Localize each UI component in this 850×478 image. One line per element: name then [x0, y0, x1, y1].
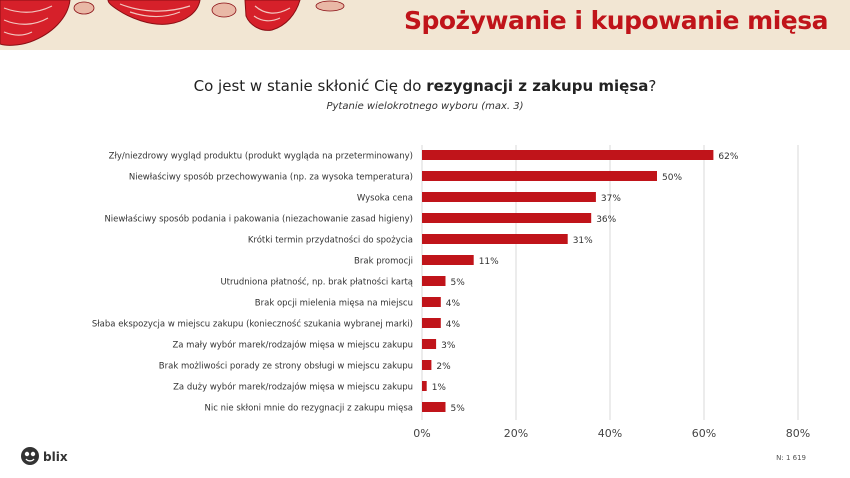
grid-layer — [421, 145, 799, 420]
bar — [422, 192, 596, 202]
bar — [422, 213, 592, 223]
category-label: Niewłaściwy sposób podania i pakowania (… — [104, 214, 413, 225]
logo-text: blix — [43, 450, 68, 464]
category-label: Brak promocji — [354, 257, 413, 267]
bar — [422, 255, 474, 265]
category-label: Za duży wybór marek/rodzajów mięsa w mie… — [173, 382, 413, 393]
category-label: Brak opcji mielenia mięsa na miejscu — [255, 299, 413, 309]
category-label: Słaba ekspozycja w miejscu zakupu (konie… — [92, 319, 413, 330]
bar-value-label: 2% — [436, 362, 451, 372]
bar — [422, 402, 446, 412]
x-tick-label: 20% — [504, 427, 528, 440]
category-label: Krótki termin przydatności do spożycia — [248, 235, 413, 246]
bar — [422, 276, 446, 286]
question-suffix: ? — [648, 77, 657, 95]
bar-value-label: 62% — [718, 152, 738, 162]
bar — [422, 339, 437, 349]
meat-illustration-image — [0, 0, 345, 46]
x-tick-label: 60% — [692, 427, 716, 440]
header-banner: Spożywanie i kupowanie mięsa — [0, 0, 850, 50]
sample-size-note: N: 1 619 — [776, 454, 806, 462]
bar-value-label: 36% — [596, 215, 616, 225]
bar-value-label: 31% — [573, 236, 593, 246]
bar-value-label: 11% — [479, 257, 499, 267]
bar-layer — [422, 150, 714, 412]
bar — [422, 360, 432, 370]
bar-value-label: 3% — [441, 341, 456, 351]
category-label: Zły/niezdrowy wygląd produktu (produkt w… — [109, 152, 413, 162]
x-tick-label: 40% — [598, 427, 622, 440]
bar — [422, 297, 441, 307]
category-label-layer: Zły/niezdrowy wygląd produktu (produkt w… — [92, 152, 413, 414]
category-label: Nic nie skłoni mnie do rezygnacji z zaku… — [205, 404, 413, 414]
bar-value-label: 37% — [601, 194, 621, 204]
value-label-layer: 62% 50% 37% 36% 31% 11% 5% 4% 4% 3% 2% 1% 5% — [432, 152, 739, 414]
question-emphasis: rezygnacji z zakupu mięsa — [426, 77, 649, 95]
x-tick-label: 80% — [786, 427, 810, 440]
page-title: Spożywanie i kupowanie mięsa — [403, 6, 829, 35]
bar — [422, 381, 427, 391]
category-label: Wysoka cena — [357, 194, 413, 204]
category-label: Za mały wybór marek/rodzajów mięsa w mie… — [172, 340, 413, 351]
chart-subtitle: Pytanie wielokrotnego wyboru (max. 3) — [326, 101, 524, 112]
bar-value-label: 50% — [662, 173, 682, 183]
bar — [422, 234, 568, 244]
x-tick-label: 0% — [413, 427, 430, 440]
bar-value-label: 4% — [446, 299, 461, 309]
bar — [422, 318, 441, 328]
tick-label-layer: 0% 20% 40% 60% 80% — [413, 427, 810, 440]
bar-value-label: 1% — [432, 383, 447, 393]
category-label: Utrudniona płatność, np. brak płatności … — [220, 277, 413, 288]
blix-logo-icon — [21, 447, 39, 465]
chart-question: Co jest w stanie skłonić Cię do rezygnac… — [0, 77, 850, 95]
bar-value-label: 5% — [451, 278, 466, 288]
bar-value-label: 4% — [446, 320, 461, 330]
category-label: Niewłaściwy sposób przechowywania (np. z… — [129, 172, 413, 183]
bar — [422, 171, 657, 181]
bar-value-label: 5% — [451, 404, 466, 414]
question-prefix: Co jest w stanie skłonić Cię do — [193, 77, 427, 95]
category-label: Brak możliwości porady ze strony obsługi… — [159, 361, 413, 372]
bar — [422, 150, 714, 160]
